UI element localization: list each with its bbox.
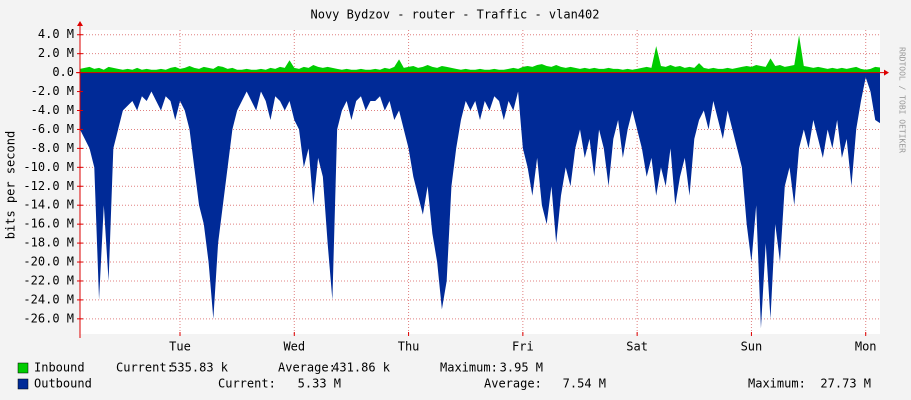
y-tick-label: 2.0 M [38, 46, 74, 60]
y-tick-label: -20.0 M [23, 255, 74, 269]
stat-value: 5.33 M [298, 377, 341, 391]
y-axis-label: bits per second [4, 131, 18, 239]
x-tick-label: Thu [398, 340, 420, 354]
x-tick-label: Tue [169, 340, 191, 354]
x-tick-label: Wed [283, 340, 305, 354]
y-tick-label: 0.0 [52, 65, 74, 79]
legend-swatch [17, 378, 29, 390]
y-tick-label: -12.0 M [23, 179, 74, 193]
stat-label: Current: [218, 377, 276, 391]
y-tick-label: -6.0 M [31, 122, 74, 136]
axes: 4.0 M 2.0 M 0.0 -2.0 M -4.0 M -6.0 M -8.0 M -10… [23, 21, 889, 354]
y-tick-label: -26.0 M [23, 311, 74, 325]
stat-label: Maximum: [440, 361, 498, 375]
y-tick-label: -14.0 M [23, 198, 74, 212]
arrow [77, 21, 83, 26]
legend-swatch [17, 362, 29, 374]
y-tick-label: -16.0 M [23, 217, 74, 231]
y-tick-label: -10.0 M [23, 160, 74, 174]
legend-label: Inbound [34, 361, 85, 375]
y-tick-label: -8.0 M [31, 141, 74, 155]
area [80, 35, 880, 73]
stat-value: 535.83 k [170, 361, 229, 375]
legend-label: Outbound [34, 377, 92, 391]
stat-value: 7.54 M [563, 377, 606, 391]
stat-value: 431.86 k [332, 361, 391, 375]
chart-title: Novy Bydzov - router - Traffic - vlan402 [311, 8, 600, 22]
x-tick-label: Mon [855, 340, 877, 354]
stat-label: Average: [278, 361, 336, 375]
x-tick-label: Fri [512, 340, 534, 354]
y-tick-label: -18.0 M [23, 236, 74, 250]
stat-value: 3.95 M [500, 361, 543, 375]
y-tick-label: -24.0 M [23, 292, 74, 306]
watermark: RRDTOOL / TOBI OETIKER [898, 47, 907, 153]
y-tick-label: -4.0 M [31, 103, 74, 117]
x-tick-label: Sat [626, 340, 648, 354]
stat-label: Maximum: [748, 377, 806, 391]
stat-label: Average: [484, 377, 542, 391]
area [80, 72, 880, 329]
x-tick-label: Sun [741, 340, 763, 354]
stat-value: 27.73 M [820, 377, 871, 391]
areas [80, 35, 880, 329]
stat-label: Current: [116, 361, 174, 375]
y-tick-label: 4.0 M [38, 27, 74, 41]
y-tick-label: -2.0 M [31, 84, 74, 98]
y-tick-label: -22.0 M [23, 273, 74, 287]
arrow [884, 69, 889, 76]
